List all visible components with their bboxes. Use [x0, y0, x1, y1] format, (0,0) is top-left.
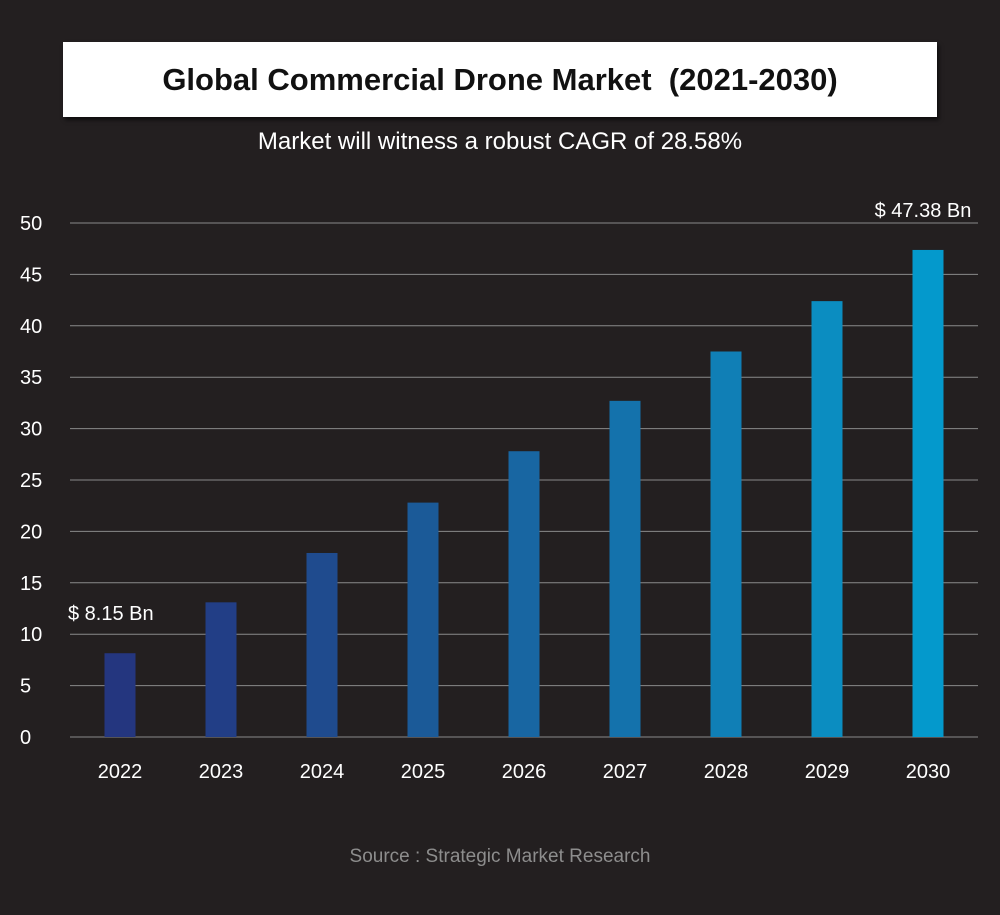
data-label-2022: $ 8.15 Bn [68, 603, 154, 625]
bar-2027 [609, 400, 641, 737]
y-tick-label: 10 [20, 624, 42, 646]
x-tick-label: 2026 [502, 761, 547, 783]
bar-2025 [407, 502, 439, 737]
x-tick-label: 2024 [300, 761, 345, 783]
bar-2030 [912, 249, 944, 737]
x-tick-label: 2023 [199, 761, 244, 783]
x-tick-label: 2029 [805, 761, 850, 783]
y-tick-label: 45 [20, 264, 42, 286]
bar-2029 [811, 301, 843, 737]
data-labels: $ 8.15 Bn $ 47.38 Bn [68, 200, 971, 625]
bars [104, 249, 944, 737]
y-tick-label: 20 [20, 521, 42, 543]
y-axis-ticks: 0 5 10 15 20 25 30 35 40 45 50 [20, 213, 42, 749]
y-tick-label: 40 [20, 316, 42, 338]
title-banner: Global Commercial Drone Market (2021-203… [63, 42, 937, 117]
x-tick-label: 2022 [98, 761, 143, 783]
chart-subtitle: Market will witness a robust CAGR of 28.… [257, 128, 743, 155]
y-tick-label: 35 [20, 367, 42, 389]
x-tick-label: 2027 [603, 761, 648, 783]
data-label-2030: $ 47.38 Bn [875, 200, 972, 222]
bar-2028 [710, 351, 742, 737]
bar-2022 [104, 653, 136, 737]
y-tick-label: 50 [20, 213, 42, 235]
x-axis-ticks: 2022 2023 2024 2025 2026 2027 2028 2029 2030 [98, 761, 951, 783]
x-tick-label: 2028 [704, 761, 749, 783]
y-tick-label: 25 [20, 470, 42, 492]
bar-2024 [306, 552, 338, 737]
y-tick-label: 5 [20, 676, 31, 698]
source-note: Source : Strategic Market Research [349, 846, 651, 867]
y-tick-label: 15 [20, 573, 42, 595]
y-tick-label: 0 [20, 727, 31, 749]
y-tick-label: 30 [20, 419, 42, 441]
x-tick-label: 2025 [401, 761, 446, 783]
bar-2023 [205, 602, 237, 737]
x-tick-label: 2030 [906, 761, 951, 783]
bar-2026 [508, 451, 540, 737]
chart-title: Global Commercial Drone Market (2021-203… [162, 61, 838, 97]
